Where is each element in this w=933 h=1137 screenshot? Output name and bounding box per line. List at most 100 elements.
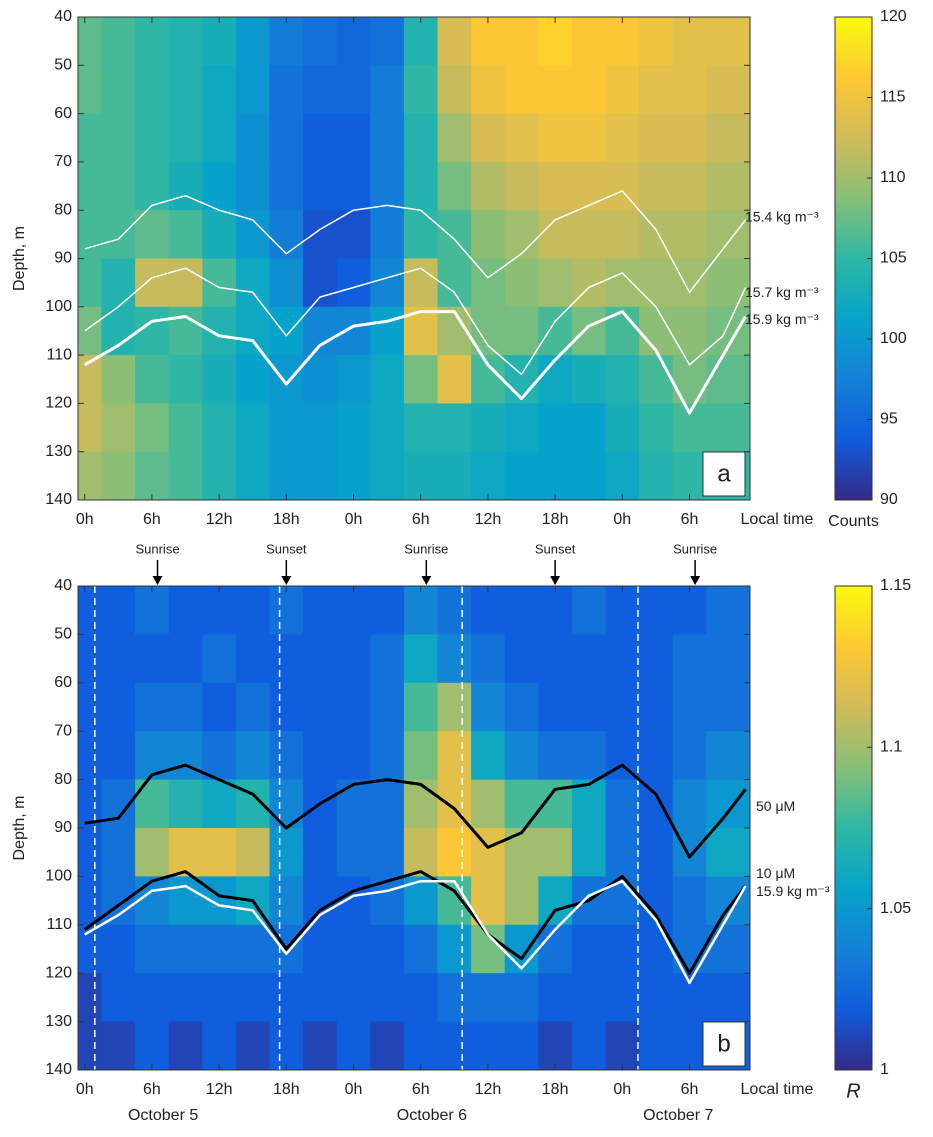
x-tick-label: 12h: [206, 511, 233, 528]
heatmap-cell: [605, 355, 640, 404]
y-tick-label: 50: [54, 626, 72, 643]
heatmap-cell: [538, 731, 573, 781]
heatmap-cell: [639, 65, 674, 115]
line-label: 50 μM: [756, 798, 795, 814]
heatmap-cell: [78, 161, 103, 211]
heatmap-cell: [571, 973, 607, 1023]
colorbar-tick-label: 1.15: [880, 577, 911, 594]
heatmap-cell: [403, 113, 439, 163]
heatmap-cell: [235, 586, 271, 635]
heatmap-cell: [303, 113, 338, 163]
heatmap-cell: [605, 161, 640, 211]
x-tick-label: 6h: [143, 1081, 161, 1098]
heatmap-cell: [471, 731, 506, 781]
heatmap-cell: [538, 161, 573, 211]
heatmap-cell: [336, 586, 371, 635]
heatmap-cell: [336, 65, 371, 115]
heatmap-cell: [235, 306, 271, 356]
heatmap-cell: [336, 1021, 371, 1070]
heatmap-cell: [504, 828, 539, 877]
heatmap-cell: [471, 586, 506, 635]
heatmap-cell: [471, 210, 506, 259]
heatmap-cell: [336, 161, 371, 211]
heatmap-cell: [269, 828, 304, 877]
heatmap-cell: [135, 779, 170, 829]
x-tick-label: 12h: [475, 1081, 502, 1098]
heatmap-cell: [370, 403, 405, 453]
heatmap-cell: [202, 17, 237, 66]
line-label: 15.9 kg m⁻³: [756, 883, 830, 899]
heatmap-cell: [504, 258, 539, 308]
heatmap-cell: [168, 682, 203, 732]
heatmap-cell: [303, 973, 338, 1023]
heatmap-cell: [168, 828, 203, 877]
x-tick-label: 18h: [542, 1081, 569, 1098]
heatmap-cell: [101, 65, 136, 115]
heatmap-cell: [202, 113, 237, 163]
heatmap-cell: [303, 634, 338, 684]
heatmap-cell: [235, 1021, 271, 1070]
heatmap-cell: [639, 161, 674, 211]
heatmap-cell: [672, 924, 707, 974]
heatmap-cell: [571, 210, 607, 259]
x-tick-label: 6h: [412, 511, 430, 528]
y-tick-label: 70: [54, 153, 72, 170]
heatmap-cell: [168, 876, 203, 926]
heatmap-cell: [639, 1021, 674, 1070]
colorbar: [834, 585, 873, 1071]
heatmap-cell: [235, 828, 271, 877]
heatmap-cell: [269, 731, 304, 781]
y-tick-label: 100: [45, 868, 72, 885]
heatmap-cell: [471, 682, 506, 732]
heatmap-cell: [101, 586, 136, 635]
heatmap-cell: [403, 924, 439, 974]
heatmap-cell: [471, 258, 506, 308]
heatmap-cell: [78, 876, 103, 926]
heatmap-cell: [639, 451, 674, 500]
heatmap-cell: [437, 731, 472, 781]
heatmap-cell: [235, 355, 271, 404]
isoline: [84, 763, 747, 859]
heatmap-cell: [135, 586, 170, 635]
heatmap-cell: [639, 586, 674, 635]
y-tick-label: 50: [54, 57, 72, 74]
y-tick-label: 120: [45, 395, 72, 412]
heatmap-cell: [336, 828, 371, 877]
heatmap-cell: [403, 161, 439, 211]
heatmap-cell: [706, 355, 750, 404]
heatmap-cell: [235, 65, 271, 115]
heatmap-cell: [78, 828, 103, 877]
heatmap-cell: [672, 779, 707, 829]
heatmap-cell: [571, 306, 607, 356]
heatmap-cell: [269, 876, 304, 926]
heatmap-cell: [706, 634, 750, 684]
heatmap-cell: [605, 924, 640, 974]
panel-label-box: [702, 1021, 746, 1067]
heatmap-cell: [135, 355, 170, 404]
heatmap-cell: [437, 451, 472, 500]
isoline: [84, 267, 747, 376]
y-tick-label: 110: [46, 916, 72, 933]
annotation: Sunrise: [673, 541, 717, 556]
heatmap-cell: [168, 161, 203, 211]
heatmap-cell: [571, 17, 607, 66]
heatmap-cell: [168, 258, 203, 308]
heatmap-cell: [78, 634, 103, 684]
heatmap-cell: [504, 876, 539, 926]
heatmap-cell: [672, 161, 707, 211]
y-tick-label: 90: [54, 819, 72, 836]
colorbar-tick-label: 115: [880, 89, 906, 106]
isoline: [84, 190, 747, 294]
x-tick-label: 0h: [76, 511, 94, 528]
heatmap-cell: [639, 113, 674, 163]
heatmap-cell: [336, 355, 371, 404]
heatmap-cell: [403, 451, 439, 500]
heatmap-cell: [202, 634, 237, 684]
heatmap-cell: [605, 17, 640, 66]
heatmap-cell: [135, 634, 170, 684]
heatmap-cell: [135, 258, 170, 308]
y-tick-label: 70: [54, 722, 72, 739]
heatmap-cell: [303, 876, 338, 926]
heatmap-cell: [672, 451, 707, 500]
heatmap-cell: [202, 876, 237, 926]
